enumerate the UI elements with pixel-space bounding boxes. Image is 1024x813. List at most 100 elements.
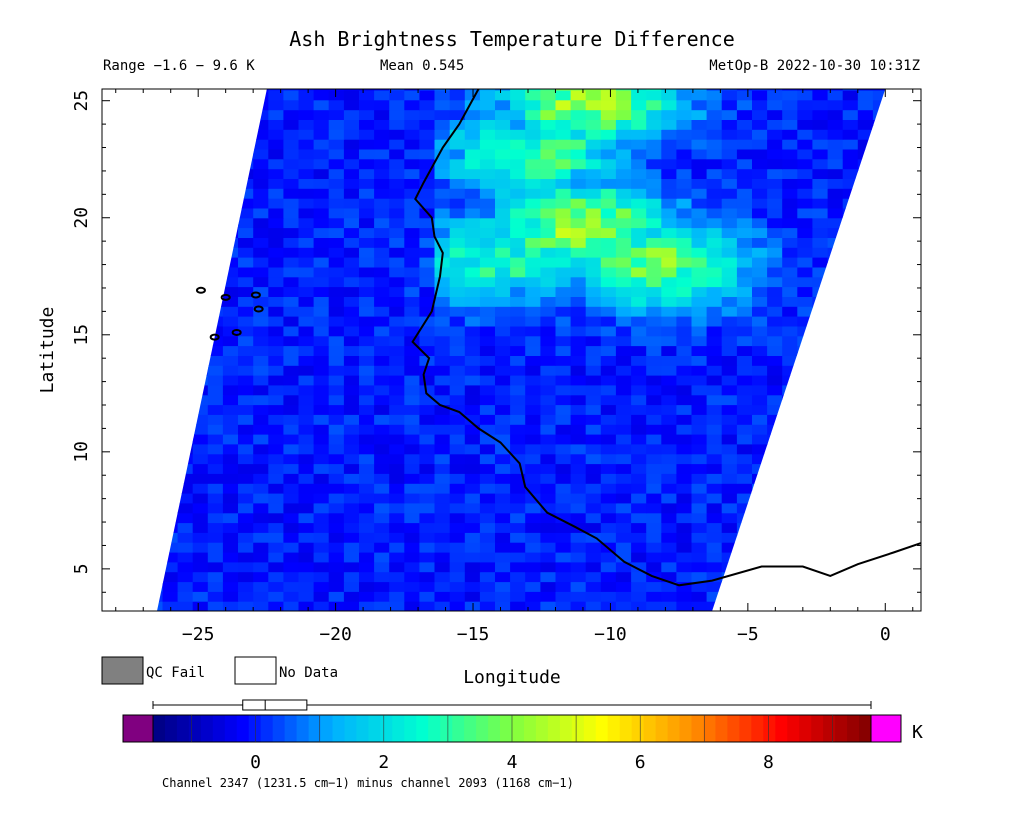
heatmap-cell (767, 394, 783, 406)
heatmap-cell (842, 276, 859, 288)
heatmap-cell (343, 286, 360, 297)
heatmap-cell (721, 414, 738, 425)
heatmap-cell (374, 394, 390, 406)
heatmap-cell (600, 119, 617, 130)
heatmap-cell (706, 266, 723, 278)
heatmap-cell (706, 316, 723, 327)
heatmap-cell (404, 306, 420, 317)
heatmap-cell (102, 582, 118, 592)
heatmap-cell (177, 316, 194, 327)
heatmap-cell (812, 296, 829, 307)
heatmap-cell (540, 483, 557, 494)
heatmap-cell (177, 207, 194, 219)
heatmap-cell (752, 139, 768, 150)
heatmap-cell (389, 217, 405, 229)
heatmap-cell (706, 394, 723, 406)
heatmap-cell (192, 89, 209, 101)
heatmap-cell (479, 601, 496, 611)
heatmap-cell (706, 89, 723, 91)
heatmap-cell (268, 502, 284, 514)
heatmap-cell (706, 257, 723, 268)
heatmap-cell (479, 109, 496, 120)
heatmap-cell (177, 266, 194, 278)
heatmap-cell (812, 404, 829, 415)
heatmap-cell (661, 463, 677, 474)
heatmap-cell (525, 237, 541, 248)
heatmap-cell (328, 394, 345, 406)
heatmap-cell (192, 276, 209, 288)
heatmap-cell (615, 188, 632, 199)
heatmap-cell (343, 139, 360, 150)
heatmap-cell (283, 119, 300, 130)
heatmap-cell (283, 247, 300, 258)
heatmap-cell (434, 542, 451, 553)
heatmap-cell (222, 463, 239, 474)
heatmap-cell (510, 483, 526, 494)
heatmap-cell (268, 601, 284, 611)
heatmap-cell (389, 99, 405, 111)
heatmap-cell (615, 316, 632, 327)
heatmap-cell (495, 443, 511, 455)
heatmap-cell (752, 414, 768, 425)
heatmap-cell (238, 89, 254, 101)
heatmap-cell (752, 296, 768, 307)
heatmap-cell (510, 571, 526, 583)
heatmap-cell (510, 139, 526, 150)
heatmap-cell (479, 384, 496, 396)
heatmap-cell (736, 286, 753, 297)
heatmap-cell (706, 306, 723, 317)
colorbar-segment (308, 715, 322, 742)
colorbar-segment (428, 715, 441, 742)
heatmap-cell (752, 158, 768, 170)
heatmap-cell (782, 335, 798, 347)
heatmap-cell (434, 414, 451, 425)
plot-area (102, 89, 921, 611)
heatmap-cell (207, 532, 224, 543)
heatmap-cell (222, 473, 239, 484)
heatmap-cell (343, 119, 360, 130)
heatmap-cell (177, 158, 194, 170)
heatmap-cell (328, 463, 345, 474)
heatmap-cell (600, 394, 617, 406)
heatmap-cell (615, 158, 632, 170)
heatmap-cell (842, 247, 859, 258)
heatmap-cell (797, 434, 813, 445)
heatmap-cell (162, 552, 179, 563)
heatmap-cell (872, 119, 886, 130)
heatmap-cell (404, 139, 420, 150)
heatmap-cell (374, 561, 390, 573)
heatmap-cell (177, 561, 194, 573)
heatmap-cell (238, 109, 254, 120)
heatmap-cell (283, 434, 300, 445)
heatmap-cell (872, 591, 886, 602)
heatmap-cell (827, 227, 844, 238)
heatmap-cell (343, 148, 360, 160)
heatmap-cell (585, 237, 602, 248)
heatmap-cell (464, 276, 481, 288)
heatmap-cell (510, 119, 526, 130)
heatmap-cell (102, 365, 118, 375)
heatmap-cell (736, 552, 753, 563)
heatmap-cell (222, 404, 239, 415)
heatmap-cell (767, 325, 783, 337)
heatmap-cell (903, 483, 919, 493)
heatmap-cell (646, 463, 662, 474)
heatmap-cell (888, 208, 904, 218)
heatmap-cell (157, 266, 163, 278)
heatmap-cell (343, 561, 360, 573)
heatmap-cell (888, 562, 904, 572)
heatmap-cell (661, 139, 677, 150)
heatmap-cell (374, 198, 390, 209)
heatmap-cell (691, 443, 708, 455)
heatmap-cell (631, 345, 647, 356)
heatmap-cell (313, 424, 330, 435)
heatmap-cell (661, 375, 677, 386)
heatmap-cell (615, 365, 632, 376)
heatmap-cell (600, 227, 617, 238)
heatmap-cell (449, 404, 466, 415)
heatmap-cell (449, 89, 466, 101)
heatmap-cell (268, 532, 284, 543)
heatmap-cell (631, 443, 647, 455)
heatmap-cell (192, 355, 209, 366)
heatmap-cell (646, 601, 662, 611)
